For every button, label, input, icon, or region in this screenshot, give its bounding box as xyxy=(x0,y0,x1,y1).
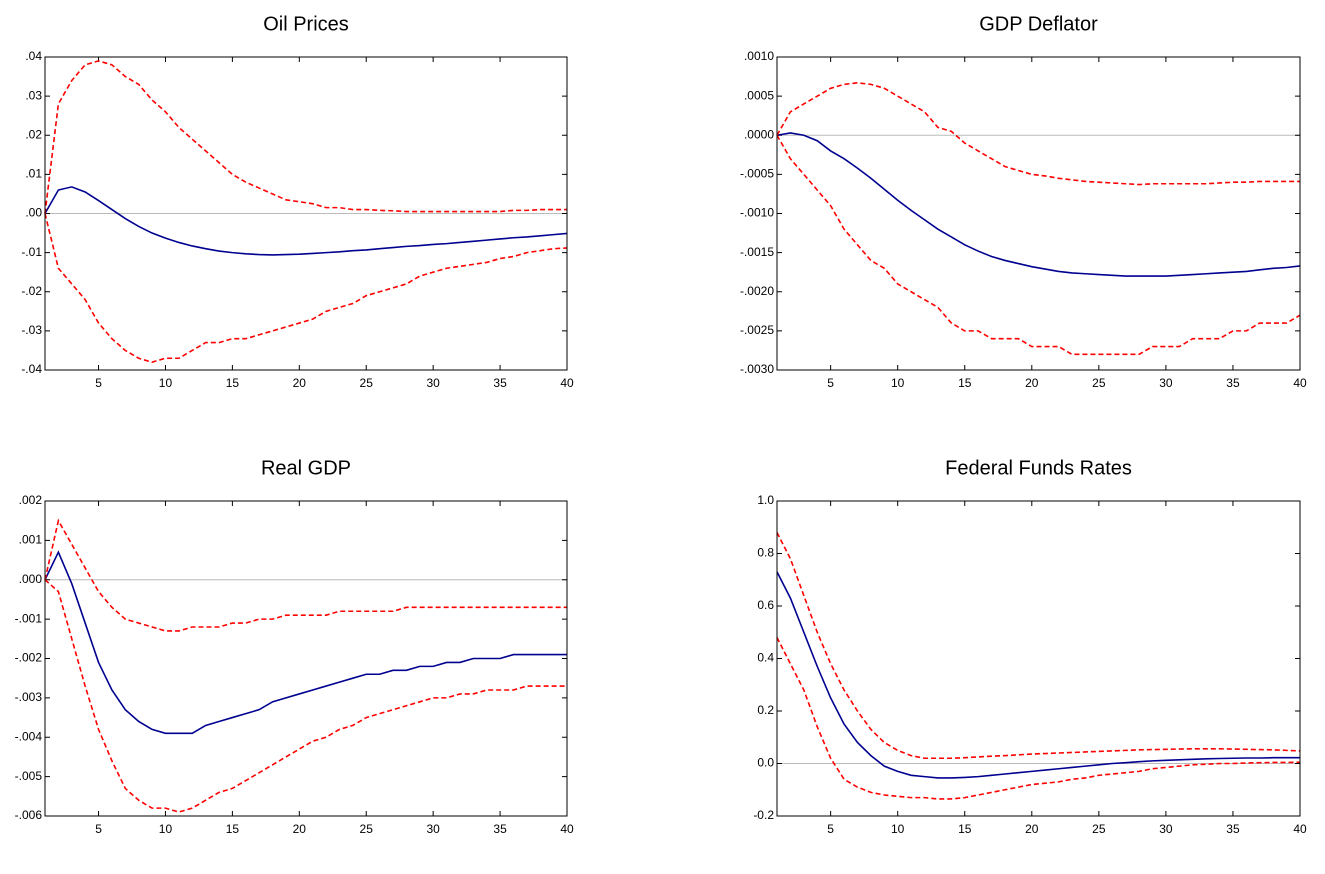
x-tick-label: 20 xyxy=(1025,376,1039,390)
y-tick-label: -.005 xyxy=(15,769,43,783)
confidence-band-line xyxy=(44,518,567,632)
x-tick-label: 15 xyxy=(226,376,240,390)
y-tick-label: 0.8 xyxy=(757,546,774,560)
plot-frame xyxy=(776,56,1301,371)
response-line xyxy=(44,186,568,256)
y-tick-label: 0.4 xyxy=(757,651,774,665)
confidence-band-line xyxy=(776,82,1300,186)
x-tick-label: 30 xyxy=(1159,822,1173,836)
y-tick-label: .0000 xyxy=(744,127,774,141)
x-tick-label: 15 xyxy=(226,822,240,836)
x-tick-label: 25 xyxy=(1092,822,1106,836)
x-tick-label: 10 xyxy=(891,822,905,836)
x-tick-label: 25 xyxy=(360,376,374,390)
y-tick-label: .000 xyxy=(19,572,43,586)
x-tick-label: 20 xyxy=(293,822,307,836)
plot-frame xyxy=(776,500,1301,817)
confidence-band-line xyxy=(44,213,568,364)
x-tick-label: 5 xyxy=(827,822,834,836)
x-tick-label: 35 xyxy=(493,376,507,390)
y-tick-label: -.0030 xyxy=(740,362,774,376)
y-tick-label: .03 xyxy=(25,88,42,102)
y-tick-label: -.03 xyxy=(21,323,42,337)
y-tick-label: .01 xyxy=(25,167,42,181)
x-tick-label: 35 xyxy=(493,822,507,836)
response-line xyxy=(776,132,1301,277)
x-tick-label: 25 xyxy=(1092,376,1106,390)
chart-title: GDP Deflator xyxy=(979,13,1098,35)
y-tick-label: -.02 xyxy=(21,284,42,298)
confidence-band-line xyxy=(776,532,1301,760)
x-tick-label: 10 xyxy=(159,822,173,836)
x-tick-label: 30 xyxy=(426,376,440,390)
chart-title: Federal Funds Rates xyxy=(945,457,1132,479)
confidence-band-line xyxy=(776,637,1301,800)
x-tick-label: 35 xyxy=(1226,376,1240,390)
x-tick-label: 10 xyxy=(159,376,173,390)
confidence-band-line xyxy=(776,134,1301,356)
y-tick-label: .002 xyxy=(19,493,43,507)
x-tick-label: 25 xyxy=(360,822,374,836)
x-tick-label: 35 xyxy=(1226,822,1240,836)
x-tick-label: 20 xyxy=(293,376,307,390)
y-tick-label: 0.2 xyxy=(757,703,774,717)
y-tick-label: .02 xyxy=(25,127,42,141)
x-tick-label: 5 xyxy=(95,822,102,836)
plot-frame xyxy=(44,500,568,817)
x-tick-label: 40 xyxy=(1293,822,1307,836)
y-tick-label: -.004 xyxy=(15,729,43,743)
x-tick-label: 15 xyxy=(958,822,972,836)
y-tick-label: -.0015 xyxy=(740,245,774,259)
x-tick-label: 30 xyxy=(426,822,440,836)
y-tick-label: .00 xyxy=(25,206,42,220)
x-tick-label: 40 xyxy=(1293,376,1307,390)
y-tick-label: -0.2 xyxy=(753,808,774,822)
y-tick-label: -.006 xyxy=(15,808,43,822)
y-tick-label: -.01 xyxy=(21,245,42,259)
y-tick-label: -.002 xyxy=(15,651,43,665)
x-tick-label: 40 xyxy=(560,822,574,836)
plot-frame xyxy=(44,56,568,371)
y-tick-label: -.001 xyxy=(15,611,43,625)
x-tick-label: 15 xyxy=(958,376,972,390)
confidence-band-line xyxy=(44,579,567,813)
chart-title: Real GDP xyxy=(261,457,351,479)
y-tick-label: -.0020 xyxy=(740,284,774,298)
y-tick-label: -.04 xyxy=(21,362,42,376)
x-tick-label: 20 xyxy=(1025,822,1039,836)
x-tick-label: 40 xyxy=(560,376,574,390)
y-tick-label: 1.0 xyxy=(757,493,774,507)
x-tick-label: 10 xyxy=(891,376,905,390)
y-tick-label: .0005 xyxy=(744,88,774,102)
y-tick-label: .001 xyxy=(19,533,43,547)
response-line xyxy=(776,571,1300,779)
x-tick-label: 5 xyxy=(827,376,834,390)
y-tick-label: -.003 xyxy=(15,690,43,704)
y-tick-label: 0.6 xyxy=(757,598,774,612)
y-tick-label: 0.0 xyxy=(757,756,774,770)
confidence-band-line xyxy=(44,60,567,214)
y-tick-label: -.0005 xyxy=(740,167,774,181)
chart-title: Oil Prices xyxy=(263,13,349,35)
y-tick-label: .04 xyxy=(25,49,42,63)
y-tick-label: .0010 xyxy=(744,49,774,63)
y-tick-label: -.0025 xyxy=(740,323,774,337)
x-tick-label: 30 xyxy=(1159,376,1173,390)
x-tick-label: 5 xyxy=(95,376,102,390)
response-line xyxy=(44,550,567,735)
y-tick-label: -.0010 xyxy=(740,206,774,220)
